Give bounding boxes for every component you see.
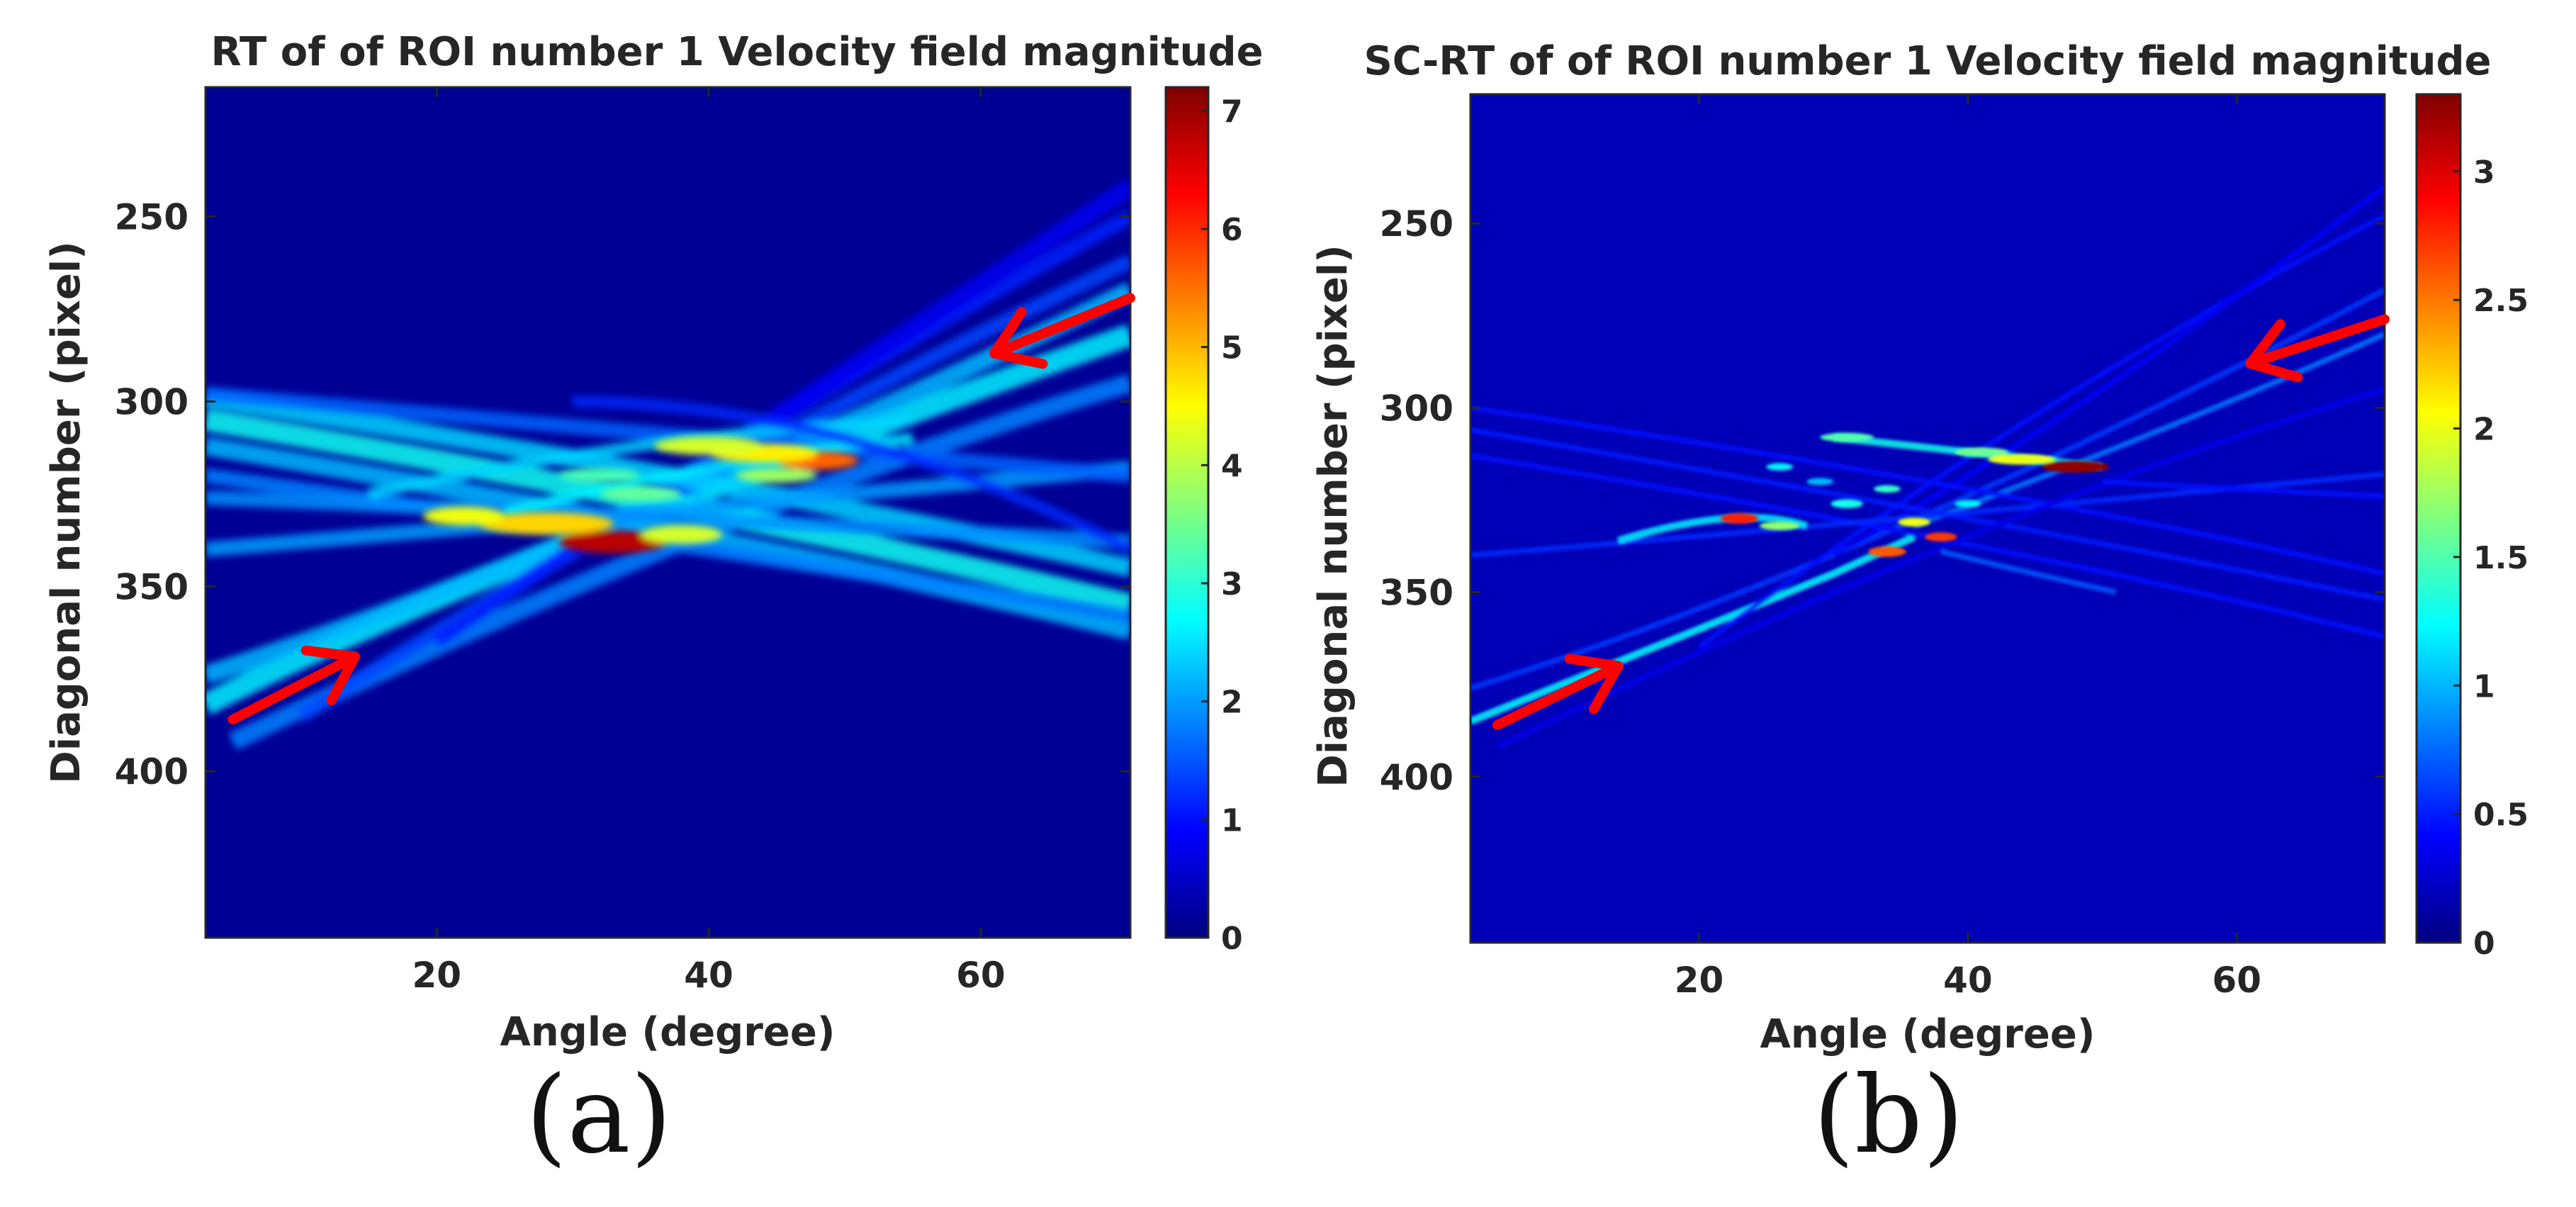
y-tick-label: 250 [1380,203,1453,245]
y-tick-label: 350 [115,566,189,607]
heatmap-band [1913,331,2385,529]
colorbar-tick-label: 4 [1221,448,1243,484]
heatmap-hotspot [1720,513,1758,524]
x-tick-label: 40 [684,955,733,996]
heatmap-hotspot [477,512,614,535]
heatmap-hotspot [654,437,763,456]
heatmap-hotspot [558,468,641,483]
heatmap-hotspot [736,468,818,483]
heatmap-hotspot [1954,500,1981,507]
heatmap-image [206,87,1130,938]
colorbar-tick-label: 2.5 [2473,283,2529,319]
hotspot-layer [423,437,859,554]
plot-frame [1469,93,2386,944]
heatmap-band [1470,453,2385,639]
colorbar-ticks: 0 0.5 1 1.5 2 2.5 3 [2453,155,2529,962]
y-axis-label: Diagonal number (pixel) [1310,245,1356,787]
heatmap-hotspot [1988,454,2056,465]
heatmap-hotspot [1806,478,1834,485]
y-axis-label: Diagonal number (pixel) [43,241,89,783]
chart-title: RT of of ROI number 1 Velocity field mag… [210,29,1263,75]
heatmap-band [1470,405,2385,577]
colorbar-tick-label: 3 [1221,566,1243,602]
caption: (a) [526,1054,672,1177]
y-tick-label: 350 [1380,573,1453,614]
panel-a: RT of of ROI number 1 Velocity field mag… [43,29,1264,1177]
plot-frame [204,86,1132,939]
colorbar-tick-label: 0 [2473,926,2495,962]
heatmap-band [206,490,1130,550]
x-axis-label: Angle (degree) [500,1009,836,1055]
heatmap-image [1470,94,2385,943]
heatmap-band [1470,533,1916,725]
heatmap-band [1940,549,2117,595]
y-tick-label: 250 [115,197,189,238]
band-layer [1470,184,2385,750]
heatmap-band [1496,386,2385,750]
colorbar-tick-label: 0 [1221,921,1243,957]
red-arrow [2245,314,2390,383]
colorbar-tick-label: 1 [1221,802,1243,838]
red-arrow [1492,653,1624,730]
x-tick-label: 20 [1675,960,1724,1001]
heatmap-hotspot [1820,432,1874,442]
red-arrow [227,645,361,725]
x-tick-label: 60 [2212,960,2262,1001]
y-tick-label: 400 [1380,757,1453,798]
colorbar [1164,86,1210,939]
colorbar-tick-label: 0.5 [2473,797,2529,833]
red-arrow [989,293,1135,369]
y-axis: 250 300 350 400 [1380,203,2385,798]
heatmap-hotspot [1759,521,1800,531]
colorbar-ticks: 0 1 2 3 4 5 6 7 [1201,94,1243,957]
y-tick-label: 400 [115,751,189,792]
heatmap-hotspot [2042,461,2110,473]
hotspot-layer [1720,432,2110,557]
colorbar-tick-label: 3 [2473,155,2495,191]
x-tick-label: 40 [1943,960,1993,1001]
heatmap-hotspot [423,507,505,526]
heatmap-band [1697,213,2385,650]
colorbar-tick-label: 1.5 [2473,540,2529,576]
colorbar-tick-label: 2 [2473,412,2495,448]
panel-b: SC-RT of of ROI number 1 Velocity field … [1310,38,2529,1177]
arrow-annotations [1492,314,2390,730]
heatmap-band [2102,478,2385,500]
heatmap-band [573,395,1130,555]
x-axis: 20 40 60 [412,87,1006,996]
heatmap-hotspot [1868,546,1906,557]
heatmap-hotspot [1925,532,1957,541]
heatmap-band [1832,184,2385,558]
x-axis: 20 40 60 [1675,94,2261,1001]
colorbar-tick-label: 5 [1221,330,1243,366]
heatmap-hotspot [641,525,723,544]
y-tick-label: 300 [115,381,189,422]
colorbar-tick-label: 1 [2473,668,2495,704]
colorbar [2415,93,2462,944]
x-tick-label: 20 [412,955,461,996]
y-tick-label: 300 [1380,388,1453,429]
arrow-annotations [227,293,1135,725]
colorbar-tick-label: 7 [1221,94,1243,130]
colorbar-tick-label: 2 [1221,685,1243,721]
heatmap-band [1470,287,2385,691]
heatmap-hotspot [600,486,682,502]
heatmap-hotspot [1830,499,1863,508]
chart-title: SC-RT of of ROI number 1 Velocity field … [1363,38,2491,84]
heatmap-hotspot [1766,463,1794,471]
heatmap-hotspot [1874,485,1901,493]
y-axis: 250 300 350 400 [115,197,1130,792]
heatmap-hotspot [1898,517,1930,527]
colorbar-tick-label: 6 [1221,212,1243,248]
heatmap-band [1470,427,2385,602]
x-axis-label: Angle (degree) [1760,1011,2096,1057]
heatmap-hotspot [1954,447,2008,457]
caption: (b) [1813,1054,1964,1177]
heatmap-band [367,414,913,500]
x-tick-label: 60 [956,955,1006,996]
heatmap-hotspot [558,531,668,554]
